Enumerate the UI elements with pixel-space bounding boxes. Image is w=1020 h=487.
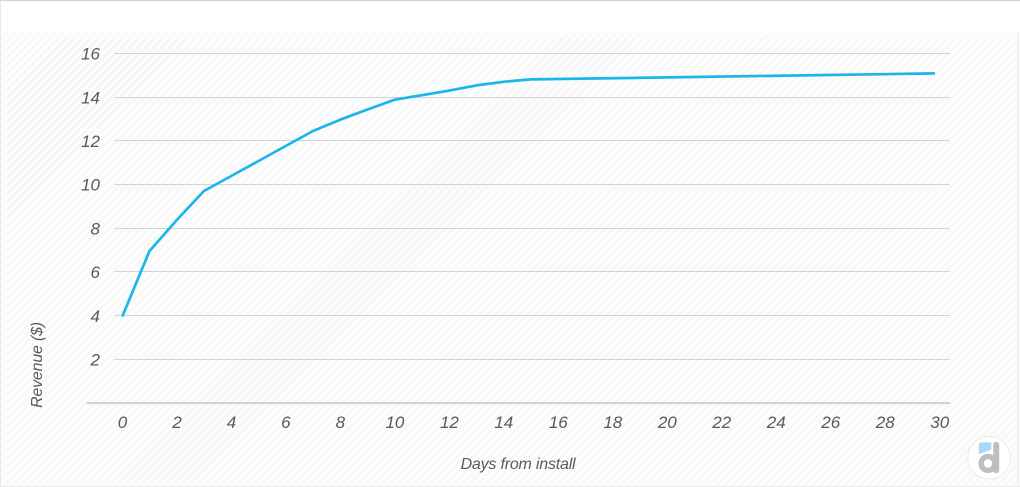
svg-text:22: 22 <box>711 413 731 432</box>
svg-text:Revenue ($): Revenue ($) <box>29 322 46 408</box>
svg-text:28: 28 <box>875 413 895 432</box>
svg-text:30: 30 <box>930 413 949 432</box>
svg-text:6: 6 <box>281 413 291 432</box>
svg-text:24: 24 <box>766 413 786 432</box>
svg-text:12: 12 <box>440 413 459 432</box>
svg-text:8: 8 <box>336 413 346 432</box>
svg-text:2: 2 <box>90 351 101 370</box>
svg-text:4: 4 <box>91 307 100 326</box>
svg-text:16: 16 <box>549 413 568 432</box>
svg-text:4: 4 <box>227 413 236 432</box>
svg-text:14: 14 <box>81 88 100 107</box>
svg-text:18: 18 <box>603 413 622 432</box>
svg-text:16: 16 <box>81 45 100 64</box>
svg-text:10: 10 <box>81 176 100 195</box>
svg-text:10: 10 <box>385 413 404 432</box>
svg-text:20: 20 <box>657 413 677 432</box>
svg-text:8: 8 <box>91 219 101 238</box>
svg-text:14: 14 <box>494 413 513 432</box>
svg-text:2: 2 <box>171 413 182 432</box>
svg-text:0: 0 <box>118 413 128 432</box>
svg-text:26: 26 <box>820 413 840 432</box>
svg-text:12: 12 <box>81 132 100 151</box>
svg-text:Days from install: Days from install <box>461 456 576 473</box>
svg-text:6: 6 <box>91 263 101 282</box>
